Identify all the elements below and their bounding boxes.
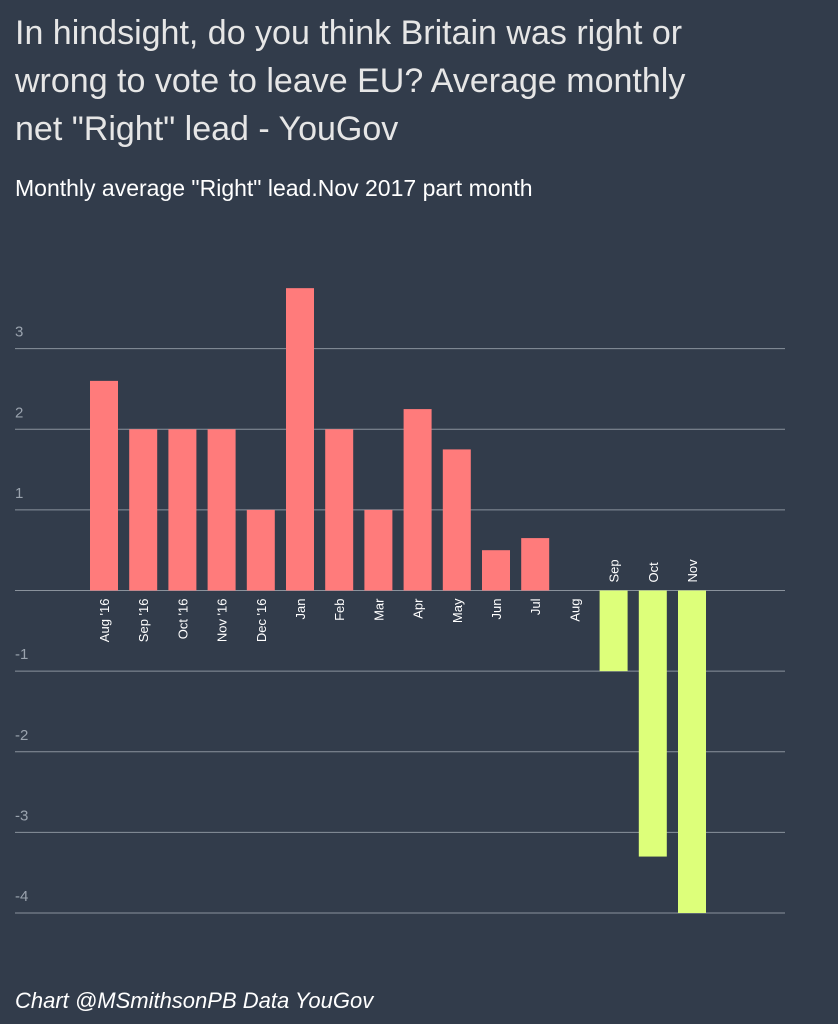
bar (482, 550, 510, 591)
chart-subtitle: Monthly average "Right" lead.Nov 2017 pa… (15, 175, 533, 201)
x-tick-label: Jun (489, 599, 504, 620)
y-tick-label: -1 (15, 646, 28, 663)
x-tick-label: Mar (371, 598, 386, 621)
bar (90, 380, 118, 591)
x-tick-label: Feb (332, 599, 347, 621)
chart-title: net "Right" lead - YouGov (15, 110, 398, 148)
bar (246, 509, 275, 591)
x-tick-label: Jan (293, 599, 308, 620)
bar (286, 288, 314, 591)
bar (129, 429, 158, 591)
x-tick-label: Aug (567, 599, 582, 622)
x-tick-label: Nov (685, 559, 700, 583)
bar (638, 590, 667, 857)
y-tick-label: 3 (15, 324, 23, 341)
bar (403, 409, 432, 591)
bar (678, 590, 706, 913)
bar (207, 429, 236, 591)
x-tick-label: Apr (411, 598, 426, 619)
x-tick-label: Sep (607, 559, 622, 582)
y-tick-label: 2 (15, 404, 23, 421)
x-tick-label: Sep '16 (136, 599, 151, 643)
bar (442, 449, 471, 591)
chart-title: wrong to vote to leave EU? Average month… (14, 62, 685, 100)
y-tick-label: -4 (15, 888, 28, 905)
bar (168, 429, 197, 591)
x-tick-label: Aug '16 (97, 599, 112, 643)
bar (599, 590, 628, 672)
x-tick-label: Oct (646, 562, 661, 583)
bar (364, 509, 393, 591)
footer: Chart @MSmithsonPB Data YouGov (15, 988, 375, 1013)
x-tick-label: Nov '16 (215, 599, 230, 643)
y-tick-label: -2 (15, 727, 28, 744)
x-tick-label: Oct '16 (175, 599, 190, 640)
bar (325, 429, 354, 591)
bar (521, 538, 550, 591)
y-tick-label: -3 (15, 807, 28, 824)
x-tick-label: Dec '16 (254, 599, 269, 643)
chart-title: In hindsight, do you think Britain was r… (15, 14, 682, 52)
y-tick-label: 1 (15, 485, 23, 502)
x-tick-label: May (450, 598, 465, 623)
x-tick-label: Jul (528, 598, 543, 615)
